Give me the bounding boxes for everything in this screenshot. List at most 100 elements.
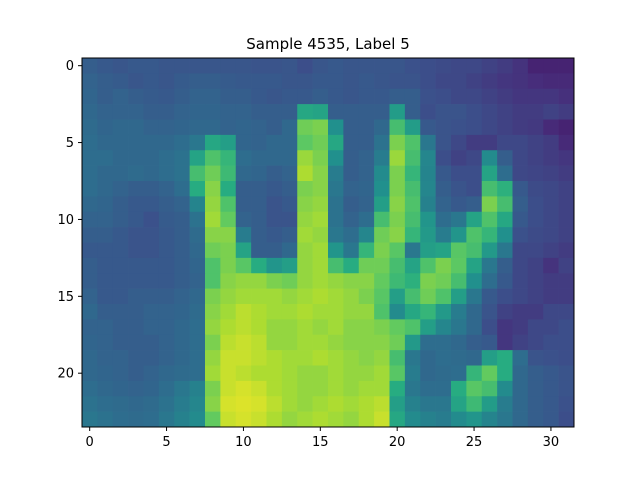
heatmap-cell (251, 165, 267, 182)
heatmap-cell (174, 288, 190, 305)
heatmap-cell (112, 350, 129, 366)
heatmap-cell (328, 119, 344, 136)
heatmap-cell (251, 396, 267, 412)
heatmap-cell (435, 288, 452, 305)
heatmap-cell (420, 196, 436, 213)
heatmap-cell (205, 319, 221, 336)
heatmap-cell (343, 119, 360, 136)
heatmap-cell (281, 134, 298, 151)
heatmap-cell (389, 319, 406, 336)
heatmap-cell (497, 181, 513, 197)
heatmap-cell (205, 211, 221, 228)
heatmap-cell (205, 150, 221, 166)
heatmap-cell (404, 104, 421, 120)
heatmap-cell (512, 304, 529, 320)
x-tick-label: 30 (543, 435, 560, 450)
heatmap-cell (143, 257, 160, 274)
heatmap-cell (435, 334, 452, 351)
heatmap-cell (558, 334, 575, 351)
heatmap-cell (281, 150, 298, 166)
heatmap-cell (328, 396, 344, 412)
heatmap-cell (297, 119, 313, 136)
heatmap-cell (143, 380, 160, 397)
heatmap-cell (543, 411, 559, 428)
heatmap-cell (389, 396, 406, 412)
heatmap-cell (112, 411, 129, 428)
heatmap-cell (389, 211, 406, 228)
heatmap-cell (435, 58, 452, 74)
heatmap-cell (205, 73, 221, 90)
heatmap-cell (158, 288, 175, 305)
heatmap-cell (189, 396, 206, 412)
heatmap-cell (420, 58, 436, 74)
heatmap-cell (558, 365, 575, 382)
heatmap-cell (543, 150, 559, 166)
heatmap-cell (543, 88, 559, 105)
heatmap-cell (512, 334, 529, 351)
heatmap-cell (404, 273, 421, 289)
heatmap-cell (451, 58, 467, 74)
heatmap-cell (481, 211, 498, 228)
heatmap-cell (281, 165, 298, 182)
heatmap-cell (128, 334, 144, 351)
heatmap-cell (235, 73, 252, 90)
heatmap-cell (143, 134, 160, 151)
heatmap-cell (435, 150, 452, 166)
heatmap-cell (281, 396, 298, 412)
heatmap-cell (297, 104, 313, 120)
heatmap-cell (235, 119, 252, 136)
heatmap-cell (374, 227, 390, 243)
heatmap-cell (466, 380, 483, 397)
heatmap-cell (312, 150, 329, 166)
x-tick-label: 20 (389, 435, 406, 450)
heatmap-cell (82, 104, 98, 120)
heatmap-cell (420, 104, 436, 120)
heatmap-cell (189, 304, 206, 320)
heatmap-cell (220, 334, 237, 351)
heatmap-cell (312, 104, 329, 120)
heatmap-cell (558, 304, 575, 320)
heatmap-cell (235, 304, 252, 320)
heatmap-cell (143, 196, 160, 213)
heatmap-cell (497, 304, 513, 320)
heatmap-cell (543, 288, 559, 305)
heatmap-cell (205, 304, 221, 320)
heatmap-cell (297, 196, 313, 213)
heatmap-cell (512, 119, 529, 136)
heatmap-cell (220, 104, 237, 120)
heatmap-cell (481, 58, 498, 74)
heatmap-cell (404, 334, 421, 351)
heatmap-cell (251, 257, 267, 274)
x-tick-label: 5 (162, 435, 170, 450)
heatmap-cell (281, 334, 298, 351)
heatmap-cell (312, 119, 329, 136)
heatmap-cell (512, 165, 529, 182)
heatmap-cell (328, 242, 344, 259)
heatmap-cell (466, 119, 483, 136)
heatmap-cell (358, 380, 375, 397)
heatmap-cell (343, 181, 360, 197)
heatmap-cell (297, 73, 313, 90)
heatmap-cell (143, 365, 160, 382)
heatmap-cell (297, 304, 313, 320)
heatmap-cell (451, 242, 467, 259)
heatmap-cell (281, 211, 298, 228)
x-tick-label: 10 (235, 435, 252, 450)
heatmap-cell (328, 288, 344, 305)
heatmap-cell (189, 350, 206, 366)
heatmap-cell (281, 242, 298, 259)
heatmap-cell (389, 165, 406, 182)
heatmap-cell (420, 273, 436, 289)
heatmap-cell (112, 73, 129, 90)
heatmap-cell (82, 350, 98, 366)
heatmap-cell (512, 365, 529, 382)
heatmap-cell (420, 73, 436, 90)
heatmap-cell (512, 257, 529, 274)
heatmap-cell (389, 181, 406, 197)
heatmap-cell (543, 104, 559, 120)
heatmap-cell (97, 304, 114, 320)
heatmap-cell (235, 288, 252, 305)
heatmap-cell (374, 273, 390, 289)
heatmap-cell (82, 411, 98, 428)
heatmap-cell (343, 150, 360, 166)
